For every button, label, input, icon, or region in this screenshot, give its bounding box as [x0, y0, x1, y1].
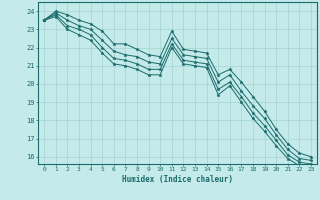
- X-axis label: Humidex (Indice chaleur): Humidex (Indice chaleur): [122, 175, 233, 184]
